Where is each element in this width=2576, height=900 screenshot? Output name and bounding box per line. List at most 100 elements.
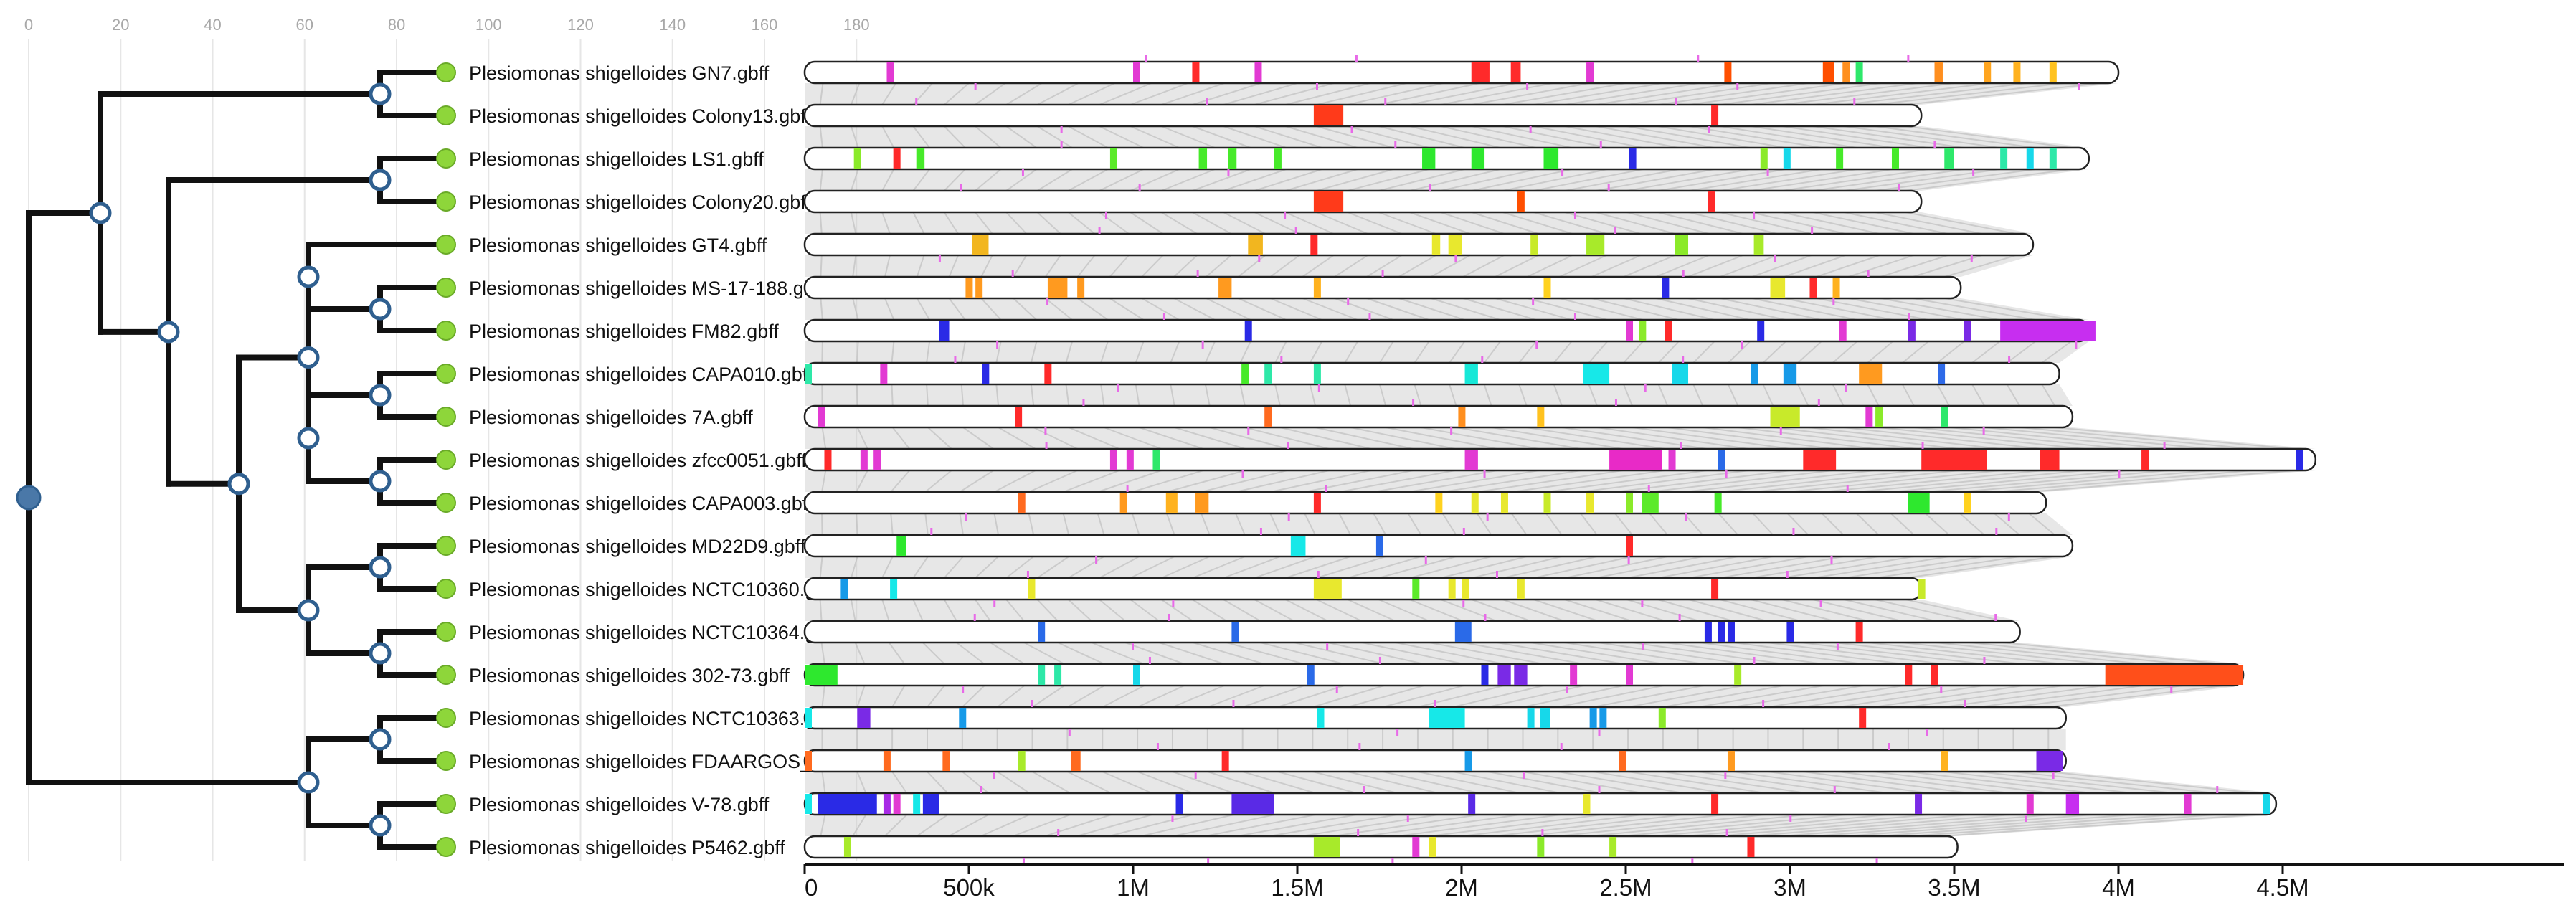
synteny-link: [1727, 384, 1739, 407]
synteny-link: [1471, 169, 1572, 191]
synteny-link: [1160, 212, 1198, 235]
collinear-block: [1018, 751, 1026, 771]
collinear-block: [1839, 321, 1847, 341]
collinear-block: [2026, 148, 2034, 169]
collinear-block: [896, 536, 906, 556]
synteny-link: [975, 599, 991, 622]
collinear-block: [1964, 493, 1971, 513]
synteny-link: [819, 599, 823, 622]
collinear-block: [1540, 708, 1550, 728]
synteny-link: [975, 556, 999, 579]
synteny-link: [1309, 384, 1317, 407]
synteny-link: [960, 384, 964, 407]
collinear-block: [1126, 450, 1134, 470]
synteny-link: [1527, 255, 1573, 278]
genome-track: [803, 534, 2074, 558]
synteny-link: [1141, 255, 1164, 278]
synteny-link: [1905, 82, 2101, 105]
axis-tick-label: 4M: [2102, 874, 2135, 900]
synteny-link: [1751, 255, 1812, 278]
synteny-link: [994, 470, 1036, 493]
collinear-block: [1313, 837, 1340, 857]
synteny-link: [1523, 771, 1643, 794]
collinear-block: [1714, 493, 1722, 513]
collinear-block: [1921, 450, 1987, 470]
synteny-link: [912, 556, 929, 579]
synteny-link: [1170, 384, 1175, 407]
synteny-link: [1242, 685, 1304, 708]
synteny-link: [1471, 556, 1563, 579]
collinear-block: [1018, 493, 1026, 513]
synteny-link: [1223, 169, 1287, 191]
synteny-link: [1623, 384, 1633, 407]
synteny-link: [1302, 255, 1335, 278]
synteny-link: [1518, 341, 1537, 364]
collinear-block: [1599, 708, 1607, 728]
synteny-link: [1012, 814, 1071, 837]
synteny-link: [1226, 642, 1304, 665]
synteny-link: [1768, 771, 1929, 794]
synteny-link: [1533, 125, 1644, 148]
collinear-block: [1941, 407, 1948, 427]
collinear-block: [1517, 191, 1525, 212]
collinear-block: [1609, 450, 1662, 470]
synteny-link: [1719, 169, 1857, 191]
synteny-link: [1908, 771, 2093, 794]
synteny-link: [1784, 298, 1893, 321]
synteny-link: [1491, 427, 1624, 450]
collinear-block: [1537, 407, 1545, 427]
synteny-link: [1530, 642, 1665, 665]
tree-node: [157, 321, 180, 344]
tree-node: [369, 814, 392, 837]
leaf-node: [436, 278, 456, 298]
genome-track: [803, 447, 2317, 472]
synteny-link: [1751, 298, 1857, 321]
synteny-link: [1235, 513, 1246, 536]
synteny-link: [1099, 169, 1145, 191]
collinear-block: [1918, 579, 1926, 599]
collinear-block: [1038, 622, 1046, 642]
collinear-block: [1786, 622, 1794, 642]
synteny-link: [1417, 685, 1505, 708]
collinear-block: [1718, 622, 1725, 642]
synteny-link: [1382, 771, 1479, 794]
collinear-block: [1165, 493, 1178, 513]
leaf-node: [436, 493, 456, 513]
synteny-link: [943, 125, 966, 148]
synteny-link: [1172, 685, 1225, 708]
synteny-link: [819, 125, 823, 148]
synteny-link: [1430, 255, 1471, 278]
synteny-link: [884, 814, 908, 837]
collinear-block: [1619, 751, 1626, 771]
collinear-block: [975, 278, 983, 298]
synteny-link: [2002, 642, 2224, 665]
synteny-band: [805, 729, 2066, 750]
synteny-link: [1327, 642, 1424, 665]
synteny-link: [1347, 82, 1444, 105]
synteny-link: [1558, 685, 1665, 708]
synteny-link: [1595, 82, 1736, 105]
synteny-link: [1462, 642, 1584, 665]
synteny-link: [1440, 82, 1553, 105]
synteny-link: [1511, 513, 1528, 536]
collinear-block: [972, 235, 989, 255]
synteny-link: [1471, 599, 1531, 622]
scale-tick-label: 140: [659, 16, 686, 34]
collinear-block: [853, 148, 861, 169]
synteny-link: [1274, 341, 1287, 364]
synteny-link: [1495, 255, 1539, 278]
synteny-link: [1781, 599, 1869, 622]
synteny-link: [1812, 599, 1903, 622]
tree-node: [297, 599, 320, 622]
synteny-link: [1091, 642, 1145, 665]
synteny-link: [1409, 599, 1464, 622]
synteny-link: [1442, 470, 1581, 493]
synteny-link: [1100, 341, 1109, 364]
genome-label: Plesiomonas shigelloides GN7.gbff: [469, 62, 770, 84]
collinear-block: [1822, 62, 1834, 82]
synteny-link: [1206, 255, 1232, 278]
scale-tick-label: 100: [475, 16, 502, 34]
axis-tick-label: 4.5M: [2256, 874, 2309, 900]
synteny-link: [1068, 82, 1115, 105]
synteny-link: [1285, 599, 1329, 622]
